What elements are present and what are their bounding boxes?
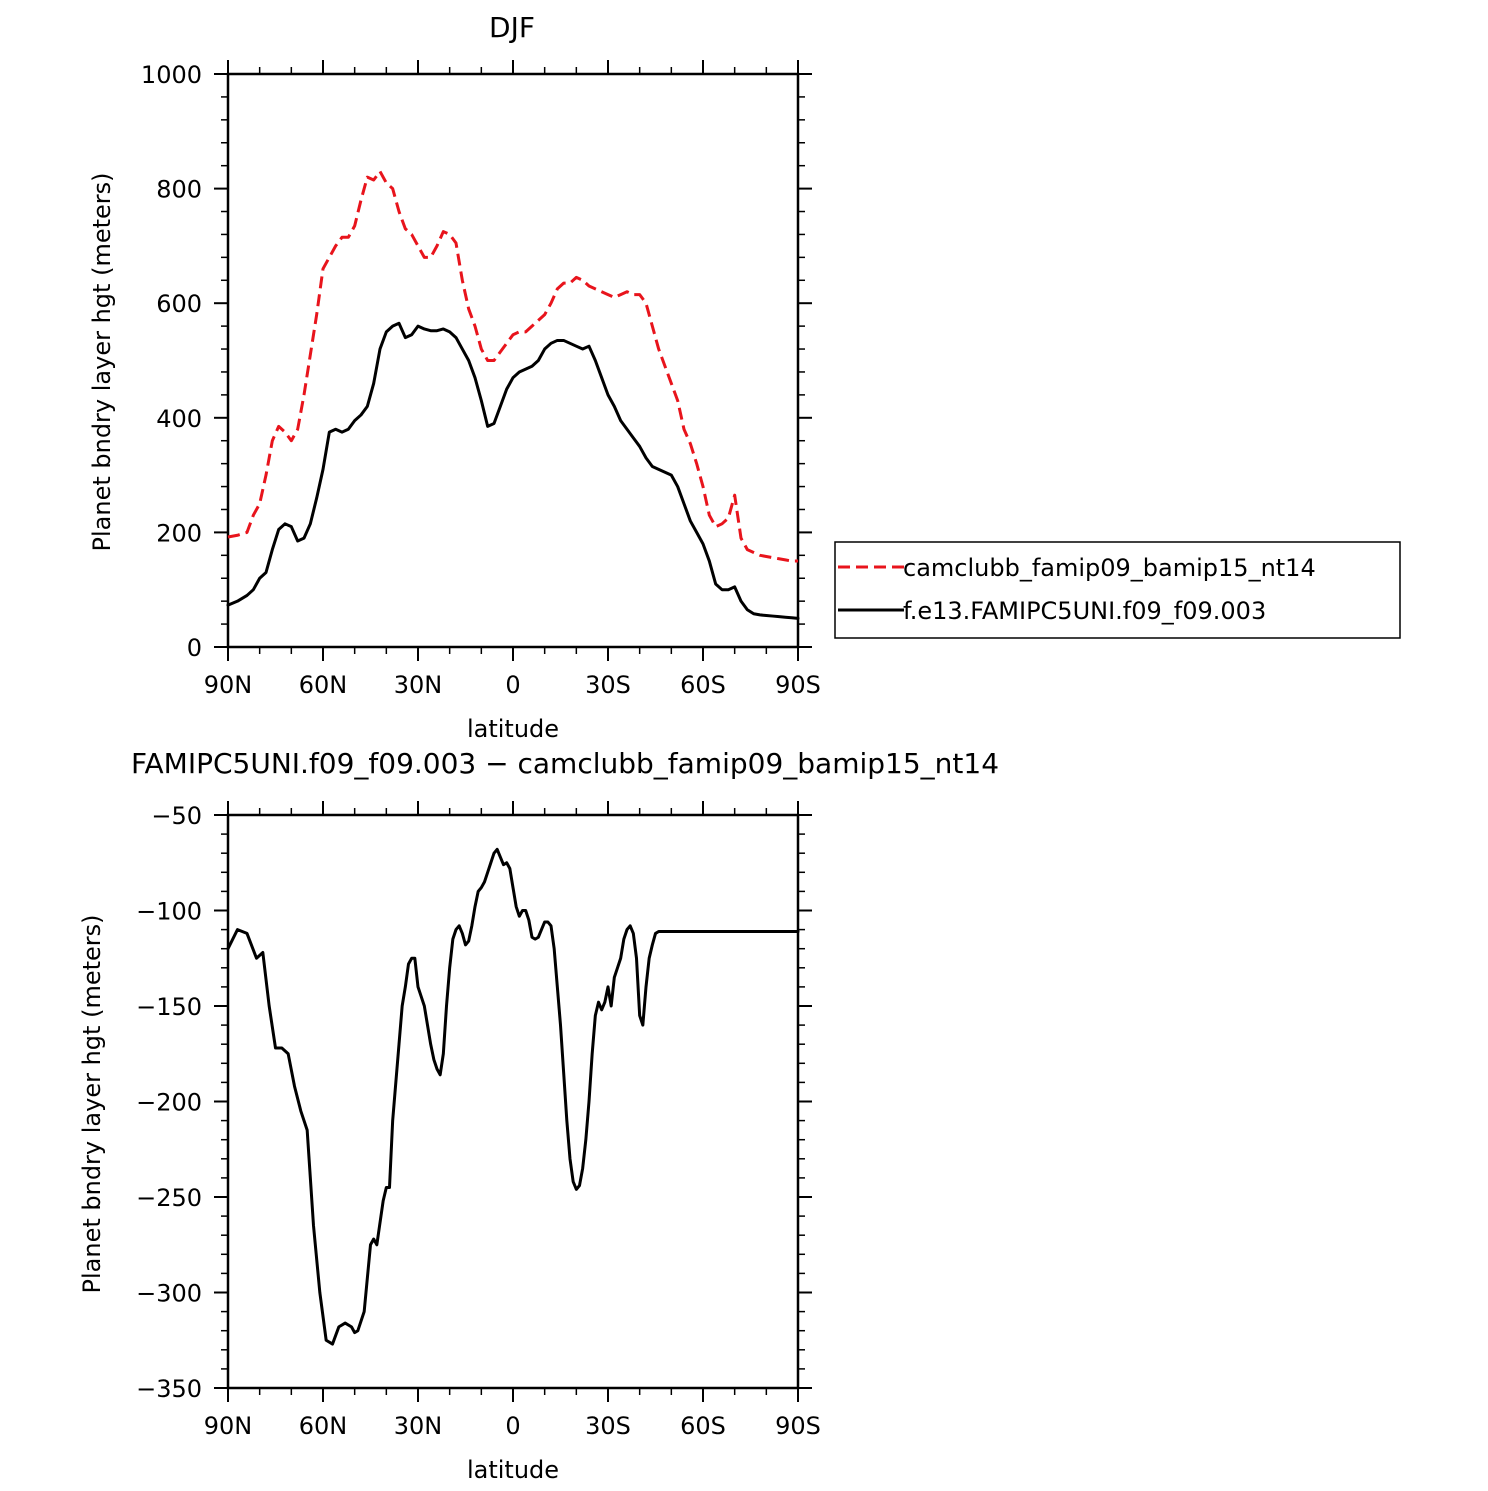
y-tick-labels: −350 −300 −250 −200 −150 −100 −50 — [136, 802, 202, 1403]
y-tick-label: 400 — [156, 405, 202, 433]
x-axis-label: latitude — [467, 715, 559, 743]
x-tick-label: 90S — [775, 671, 821, 699]
panel-bottom: FAMIPC5UNI.f09_f09.003 − camclubb_famip0… — [78, 747, 999, 1484]
y-axis-label: Planet bndry layer hgt (meters) — [78, 915, 106, 1294]
x-tick-label: 90N — [204, 1412, 253, 1440]
x-tick-labels: 90N 60N 30N 0 30S 60S 90S — [204, 1412, 821, 1440]
series-line-2 — [226, 321, 800, 620]
y-tick-label: −300 — [136, 1280, 202, 1308]
y-tick-label: 0 — [187, 634, 202, 662]
x-tick-label: 30S — [585, 1412, 631, 1440]
x-tick-label: 30N — [394, 671, 443, 699]
series-line-1 — [227, 169, 798, 563]
chart-title: FAMIPC5UNI.f09_f09.003 − camclubb_famip0… — [131, 747, 999, 780]
x-tick-label: 90N — [204, 671, 253, 699]
y-tick-label: −150 — [136, 993, 202, 1021]
tick-marks — [214, 60, 812, 661]
y-axis-label: Planet bndry layer hgt (meters) — [88, 173, 116, 552]
x-tick-label: 60S — [680, 1412, 726, 1440]
y-tick-label: −50 — [151, 802, 202, 830]
tick-marks — [214, 801, 812, 1402]
y-tick-labels: 0 200 400 600 800 1000 — [141, 61, 202, 662]
x-axis-label: latitude — [467, 1456, 559, 1484]
panel-top: DJF 90N 60N 30N 0 30S 60S 90S 0 200 400 600 800 100… — [88, 11, 1401, 743]
legend-label-series-2: f.e13.FAMIPC5UNI.f09_f09.003 — [903, 597, 1266, 625]
plot-frame — [226, 813, 800, 1390]
y-tick-label: −100 — [136, 898, 202, 926]
legend-box — [834, 541, 1401, 639]
legend: camclubb_famip09_bamip15_nt14 f.e13.FAMI… — [834, 541, 1401, 639]
series-line-1 — [226, 847, 800, 1346]
series-layer — [226, 169, 800, 620]
x-tick-label: 60S — [680, 671, 726, 699]
y-tick-label: −350 — [136, 1375, 202, 1403]
y-tick-label: 600 — [156, 290, 202, 318]
legend-label-series-1: camclubb_famip09_bamip15_nt14 — [903, 554, 1316, 582]
x-tick-label: 60N — [299, 1412, 348, 1440]
x-tick-label: 30S — [585, 671, 631, 699]
plot-frame — [226, 72, 800, 649]
y-tick-label: −250 — [136, 1184, 202, 1212]
x-tick-label: 60N — [299, 671, 348, 699]
y-tick-label: −200 — [136, 1089, 202, 1117]
chart-title: DJF — [489, 11, 535, 44]
x-tick-labels: 90N 60N 30N 0 30S 60S 90S — [204, 671, 821, 699]
y-tick-label: 800 — [156, 176, 202, 204]
x-tick-label: 90S — [775, 1412, 821, 1440]
x-tick-label: 30N — [394, 1412, 443, 1440]
x-tick-label: 0 — [505, 671, 520, 699]
y-tick-label: 200 — [156, 519, 202, 547]
series-layer — [226, 847, 800, 1346]
x-tick-label: 0 — [505, 1412, 520, 1440]
y-tick-label: 1000 — [141, 61, 202, 89]
